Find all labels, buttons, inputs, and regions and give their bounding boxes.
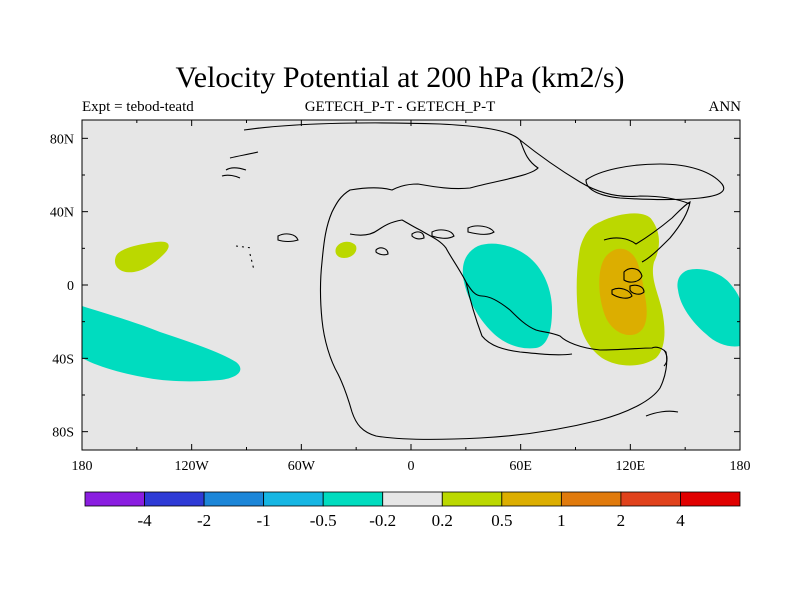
colorbar-label: -2 bbox=[197, 511, 211, 530]
coastline-island-4 bbox=[431, 229, 455, 239]
coastline-island-10 bbox=[663, 349, 668, 367]
coastline-island-8 bbox=[375, 247, 389, 256]
colorbar-swatch-10 bbox=[680, 491, 741, 507]
colorbar-swatch-4 bbox=[322, 491, 384, 507]
lon-tick-label: 0 bbox=[408, 459, 415, 474]
coastline-island-9 bbox=[645, 410, 679, 417]
colorbar-label: -4 bbox=[137, 511, 152, 530]
lon-tick-label: 180 bbox=[72, 459, 93, 474]
colorbar-label: 2 bbox=[617, 511, 626, 530]
colorbar-swatch-7 bbox=[501, 491, 562, 507]
coastline-island-7 bbox=[277, 233, 299, 243]
coastline-asia-north bbox=[519, 139, 691, 205]
experiment-label: Expt = tebod-teatd bbox=[82, 99, 194, 115]
coastline-east-africa bbox=[465, 281, 573, 356]
colorbar-swatch-9 bbox=[620, 491, 681, 507]
season-label: ANN bbox=[708, 99, 742, 115]
contour-region-east-africa-negative bbox=[462, 243, 552, 349]
lon-tick-label: 120W bbox=[175, 459, 210, 474]
lon-tick-label: 120E bbox=[616, 459, 646, 474]
lon-tick-label: 60E bbox=[509, 459, 532, 474]
coastline-island-5 bbox=[411, 231, 425, 240]
contour-region-north-pacific-positive bbox=[114, 241, 169, 273]
lat-tick-label: 40S bbox=[52, 352, 74, 367]
contour-region-west-pacific-negative bbox=[677, 268, 740, 347]
chart-title: Velocity Potential at 200 hPa (km2/s) bbox=[175, 61, 625, 94]
lat-tick-label: 80S bbox=[52, 426, 74, 441]
lon-tick-label: 60W bbox=[288, 459, 316, 474]
colorbar-swatch-6 bbox=[441, 491, 503, 507]
colorbar-label: -1 bbox=[257, 511, 271, 530]
colorbar: -4 -2 -1 -0.5 -0.2 0.2 0.5 1 2 4 bbox=[84, 491, 741, 530]
coastline-island-6 bbox=[467, 225, 495, 235]
colorbar-swatch-5 bbox=[382, 491, 443, 507]
colorbar-label: 0.5 bbox=[491, 511, 512, 530]
colorbar-swatch-8 bbox=[560, 491, 622, 507]
colorbar-label: 4 bbox=[676, 511, 685, 530]
colorbar-swatch-0 bbox=[84, 491, 145, 507]
lat-tick-label: 80N bbox=[50, 132, 74, 147]
coastline-island-1 bbox=[623, 267, 643, 283]
contour-region-south-pacific-negative bbox=[82, 306, 241, 382]
longitude-axis: 180 120W 60W 0 60E 120E 180 bbox=[72, 120, 751, 474]
coastline-island-2 bbox=[611, 287, 633, 299]
coastlines bbox=[221, 122, 725, 440]
model-comparison-label: GETECH_P-T - GETECH_P-T bbox=[304, 99, 496, 115]
latitude-axis: 80N 40N 0 40S 80S bbox=[50, 132, 740, 441]
colorbar-swatch-2 bbox=[203, 491, 265, 507]
colorbar-swatch-3 bbox=[263, 491, 324, 507]
contour-fills bbox=[82, 213, 740, 382]
colorbar-swatch-1 bbox=[144, 491, 205, 507]
lat-tick-label: 40N bbox=[50, 206, 74, 221]
coastline-arctic-islands bbox=[221, 151, 259, 179]
colorbar-label: 1 bbox=[557, 511, 566, 530]
lat-tick-label: 0 bbox=[67, 279, 74, 294]
lon-tick-label: 180 bbox=[730, 459, 751, 474]
colorbar-label: 0.2 bbox=[432, 511, 453, 530]
coastline-island-3 bbox=[629, 284, 645, 295]
colorbar-label: -0.2 bbox=[369, 511, 396, 530]
colorbar-label: -0.5 bbox=[310, 511, 337, 530]
coastline-northeast-landmass bbox=[585, 163, 725, 201]
coastline-dots bbox=[235, 245, 255, 271]
coastline-east-peninsula bbox=[603, 201, 691, 263]
contour-region-indian-ocean-core bbox=[599, 248, 647, 336]
contour-region-north-atlantic-positive bbox=[335, 241, 357, 258]
